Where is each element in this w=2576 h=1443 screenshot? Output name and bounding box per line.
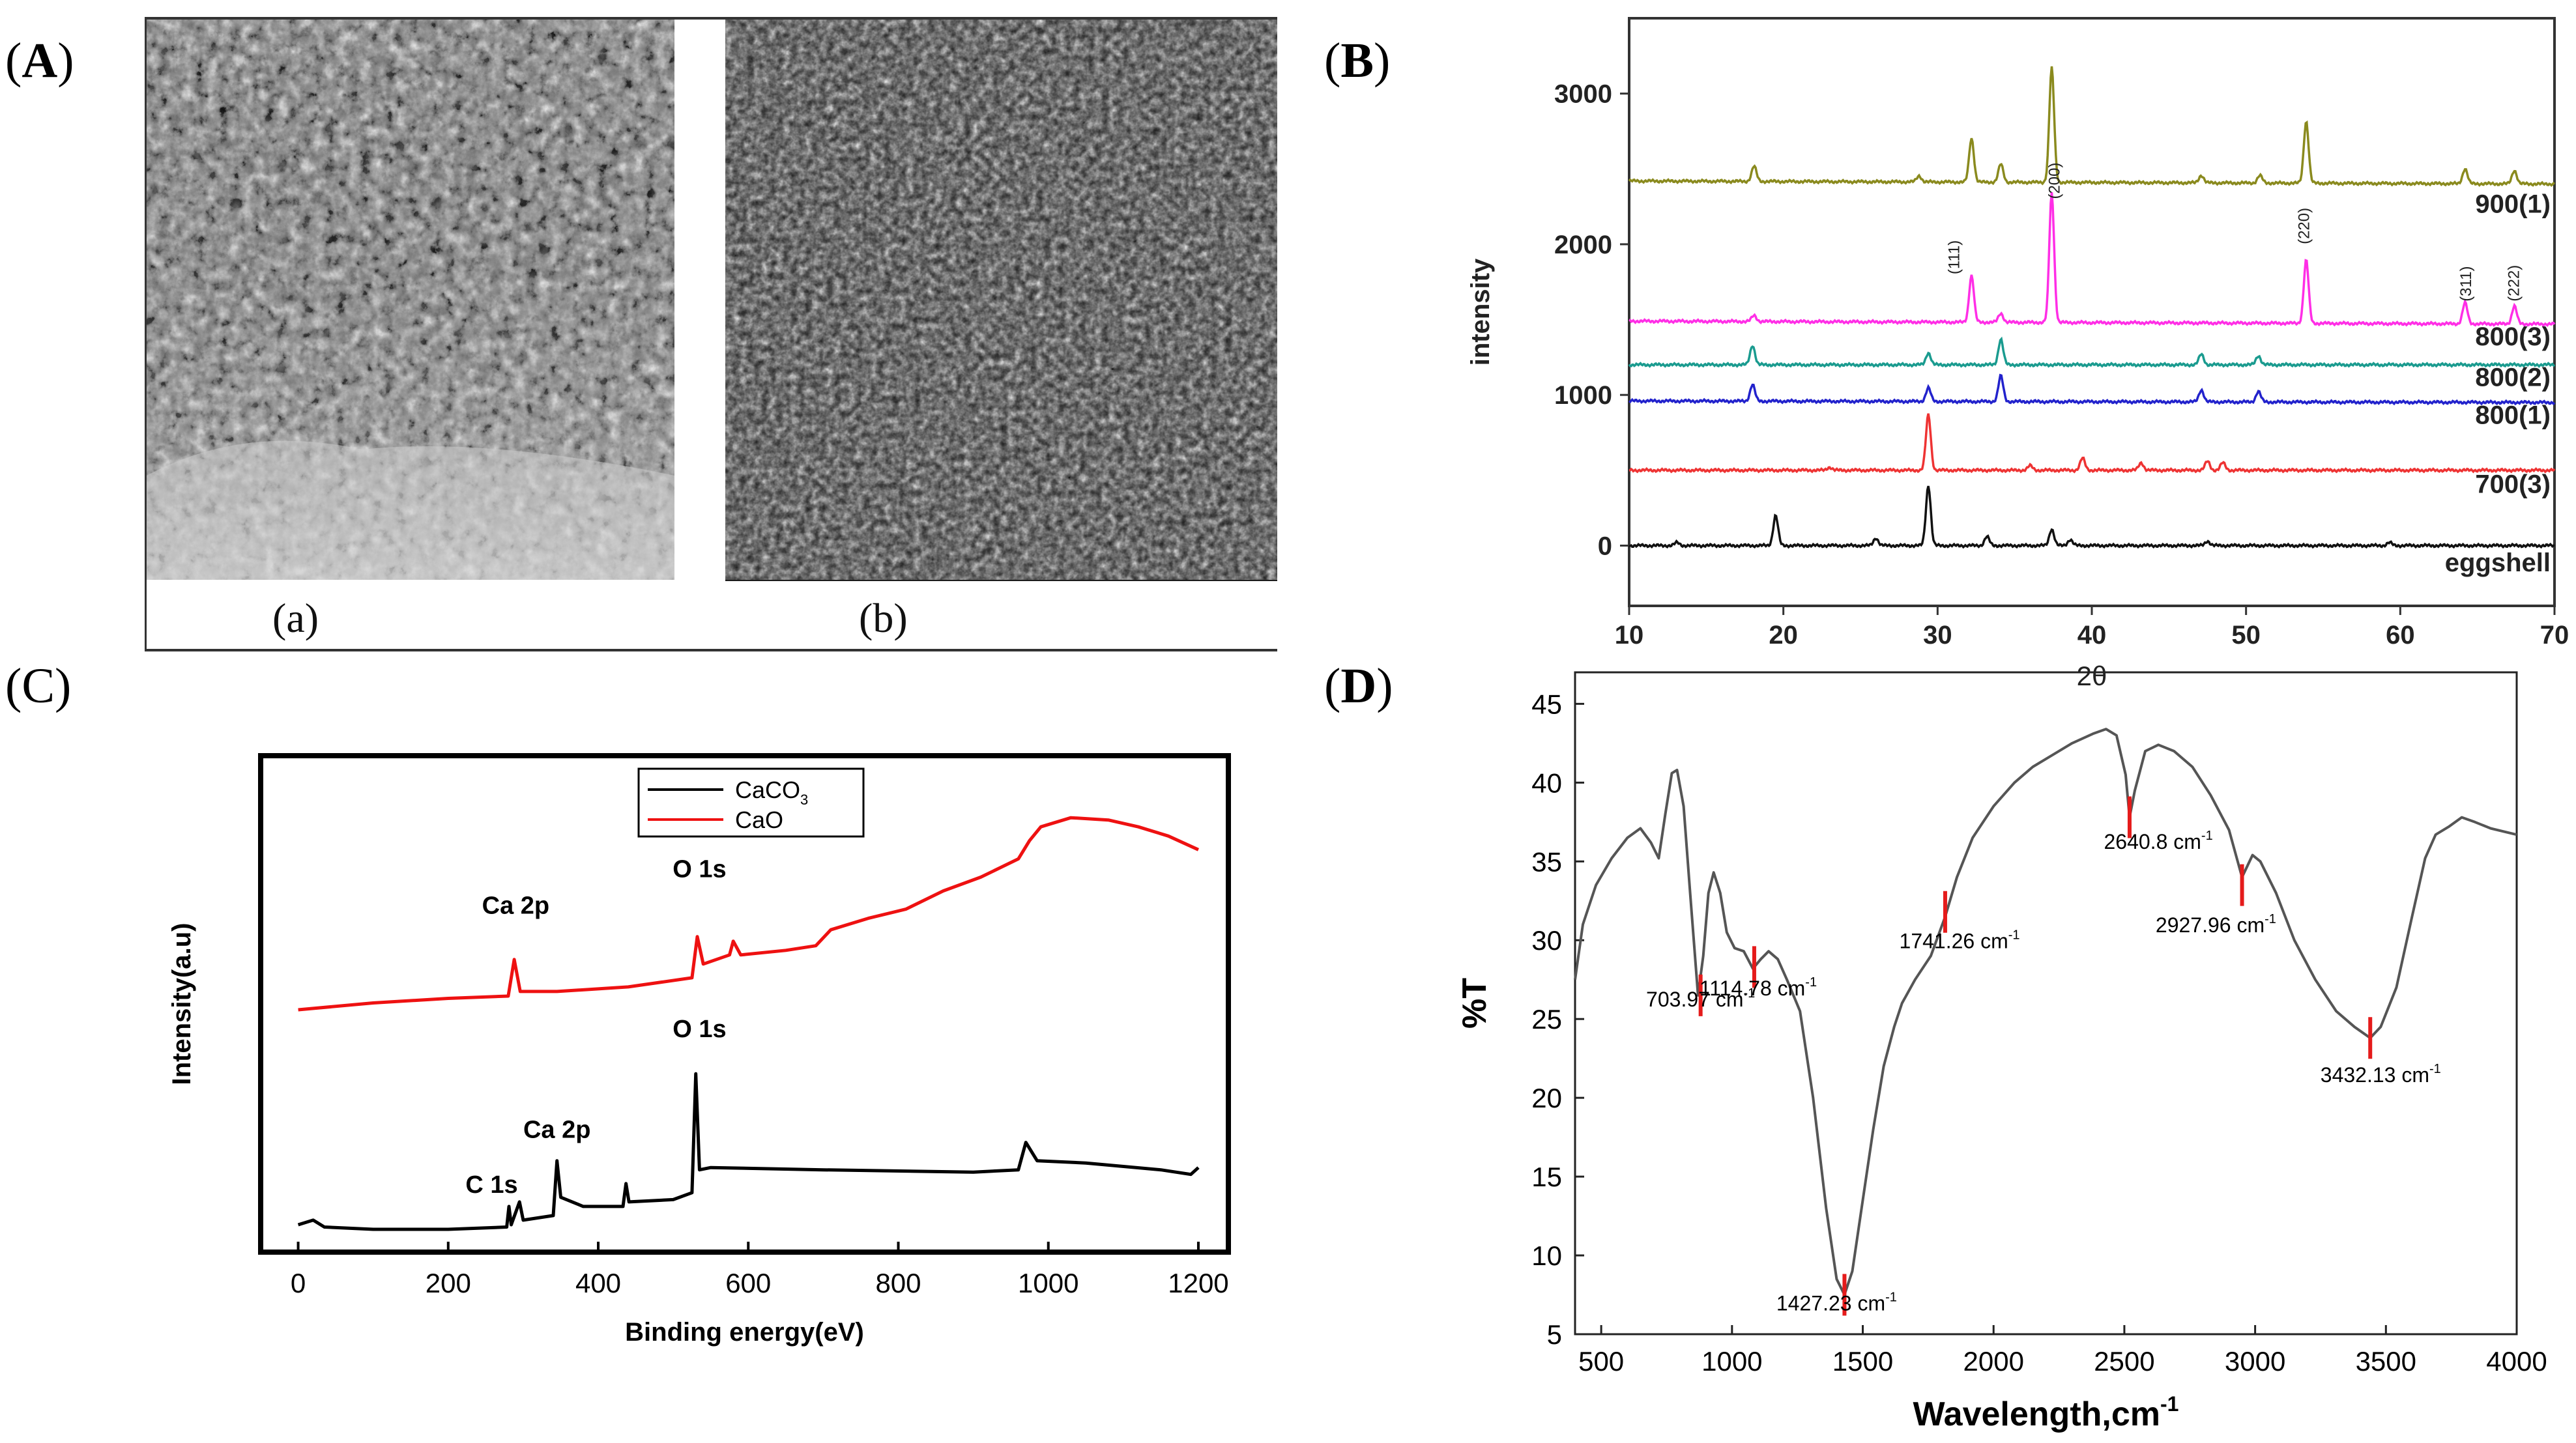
xrd-peak-label: (222): [2506, 265, 2523, 302]
xrd-series-label: eggshell: [2445, 549, 2551, 577]
ftir-x-tick-label: 1500: [1832, 1346, 1893, 1377]
xps-legend-box: [637, 767, 865, 838]
xrd-y-tick-label: 1000: [1554, 381, 1612, 410]
xps-peak-annotation: O 1s: [673, 855, 726, 883]
xps-peak-annotation: O 1s: [673, 1016, 726, 1043]
xps-x-tick-label: 200: [426, 1268, 471, 1298]
ftir-spectrum-line: [1574, 728, 2517, 1296]
ftir-peak-annotation: 3432.13 cm-1: [2321, 1062, 2441, 1087]
panel-letter-b: (B): [1324, 33, 1391, 88]
panel-letter-d: (D): [1324, 659, 1393, 713]
xps-x-tick-label: 1000: [1018, 1268, 1078, 1298]
xrd-y-tick-label: 2000: [1554, 231, 1612, 259]
sem-image-b: [725, 20, 1277, 581]
sem-caption-b: (b): [859, 595, 908, 641]
xps-legend-label: CaO: [735, 807, 783, 833]
ftir-x-tick-label: 1000: [1701, 1346, 1762, 1377]
xrd-x-tick-label: 70: [2540, 621, 2569, 650]
xps-plot-frame: [258, 753, 1231, 1255]
xrd-peak-label: (220): [2296, 208, 2313, 244]
xps-x-tick-label: 600: [725, 1268, 771, 1298]
xrd-x-tick-label: 40: [2077, 621, 2107, 650]
xrd-peak-label: (111): [1945, 240, 1963, 274]
sem-image-a: [147, 20, 674, 580]
ftir-y-tick-label: 10: [1531, 1240, 1562, 1271]
xps-y-axis-label: Intensity(a.u): [167, 923, 196, 1085]
xrd-chart: 10 20 30 40 50 60 70 0 1000 2000 3000 2θ intensity 90…: [1466, 17, 2569, 691]
xps-x-tick-label: 800: [875, 1268, 921, 1298]
ftir-y-tick-label: 35: [1531, 846, 1562, 877]
ftir-x-tick-label: 3500: [2356, 1346, 2416, 1377]
xrd-peak-label: (311): [2457, 266, 2475, 302]
xps-series-line: [297, 1072, 1200, 1231]
ftir-y-tick-label: 30: [1531, 925, 1562, 956]
xrd-series-label: 800(1): [2475, 401, 2551, 429]
xrd-series-label: 800(3): [2475, 322, 2551, 351]
ftir-y-tick-label: 5: [1547, 1319, 1562, 1350]
xps-x-tick-label: 1200: [1168, 1268, 1228, 1298]
xrd-x-tick-label: 20: [1769, 621, 1798, 650]
ftir-peak-annotation: 1114.78 cm-1: [1700, 975, 1817, 1000]
ftir-peak-annotation: 1741.26 cm-1: [1900, 928, 2020, 952]
xrd-series-line: [1628, 192, 2556, 327]
xrd-x-axis-label: 2θ: [2077, 661, 2107, 691]
xrd-series-label: 800(2): [2475, 363, 2551, 392]
xrd-series-line: [1628, 413, 2556, 474]
ftir-peak-annotation: 703.97 cm-1: [1646, 986, 1755, 1011]
xps-x-tick-label: 400: [575, 1268, 621, 1298]
ftir-chart: 500 1000 1500 2000 2500 3000 3500 4000 5 10 15 20 25…: [1456, 671, 2547, 1433]
ftir-peak-annotation: 1427.23 cm-1: [1776, 1291, 1897, 1315]
xrd-x-tick-label: 50: [2231, 621, 2261, 650]
xrd-plot-frame: [1628, 17, 2556, 607]
ftir-x-tick-label: 3000: [2225, 1346, 2285, 1377]
ftir-y-tick-label: 15: [1531, 1162, 1562, 1192]
ftir-x-axis-label: Wavelength,cm-1: [1913, 1392, 2179, 1433]
ftir-x-tick-label: 2500: [2094, 1346, 2154, 1377]
panel-letter-c: (C): [5, 659, 72, 713]
xps-series-line: [298, 816, 1200, 1012]
xps-x-axis-label: Binding energy(eV): [625, 1318, 864, 1347]
sem-panel-frame: [145, 17, 1277, 651]
xrd-series-line: [1628, 336, 2555, 368]
xrd-series-label: 700(3): [2475, 470, 2551, 499]
xrd-x-tick-label: 30: [1923, 621, 1952, 650]
xrd-series-line: [1628, 373, 2556, 406]
xrd-y-axis-label: intensity: [1466, 258, 1495, 365]
xps-peak-annotation: Ca 2p: [523, 1117, 590, 1144]
ftir-plot-frame: [1574, 671, 2518, 1336]
xps-peak-annotation: C 1s: [465, 1171, 517, 1199]
xrd-y-tick-label: 3000: [1554, 80, 1612, 109]
xps-peak-annotation: Ca 2p: [482, 893, 549, 920]
ftir-x-tick-label: 2000: [1963, 1346, 2024, 1377]
ftir-x-tick-label: 500: [1578, 1346, 1624, 1377]
ftir-y-tick-label: 45: [1531, 689, 1562, 719]
xps-legend-label: CaCO3: [735, 777, 808, 808]
ftir-x-tick-label: 4000: [2486, 1346, 2547, 1377]
sem-caption-a: (a): [272, 595, 319, 641]
xrd-series-line: [1628, 485, 2555, 549]
xrd-series-line: [1628, 66, 2555, 187]
xrd-x-tick-label: 60: [2386, 621, 2415, 650]
xps-chart: 0 200 400 600 800 1000 1200 Binding energy(eV) I…: [167, 753, 1231, 1347]
xrd-series-label: 900(1): [2475, 190, 2551, 218]
ftir-y-tick-label: 40: [1531, 767, 1562, 798]
sem-frame-left-edge: [145, 17, 147, 649]
ftir-peak-annotation: 2927.96 cm-1: [2156, 912, 2276, 937]
xrd-y-tick-label: 0: [1598, 532, 1612, 560]
xrd-peak-label: (200): [2046, 163, 2063, 199]
ftir-y-tick-label: 25: [1531, 1004, 1562, 1035]
ftir-y-tick-label: 20: [1531, 1083, 1562, 1113]
xrd-x-tick-label: 10: [1615, 621, 1644, 650]
xps-x-tick-label: 0: [291, 1268, 306, 1298]
panel-letter-a: (A): [5, 33, 74, 88]
ftir-y-axis-label: %T: [1456, 978, 1494, 1029]
ftir-peak-annotation: 2640.8 cm-1: [2104, 829, 2212, 853]
